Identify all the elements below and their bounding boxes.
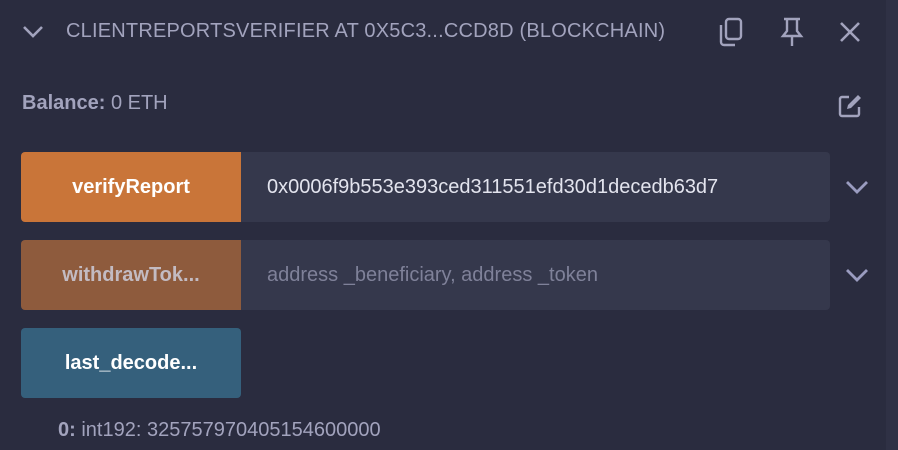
call-output: 0: int192: 325757970405154600000	[58, 419, 381, 442]
pin-icon[interactable]	[775, 14, 809, 50]
close-icon[interactable]	[833, 14, 867, 50]
chevron-down-icon[interactable]	[840, 170, 874, 204]
withdraw-token-input[interactable]: address _beneficiary, address _token	[241, 240, 830, 310]
function-row-verify-report: verifyReport 0x0006f9b553e393ced311551ef…	[21, 152, 830, 222]
contract-title: CLIENTREPORTSVERIFIER AT 0X5C3...CCD8D (…	[66, 20, 666, 42]
balance: Balance: 0 ETH	[22, 92, 168, 115]
withdraw-token-button[interactable]: withdrawTok...	[21, 240, 241, 310]
output-type: int192:	[81, 419, 142, 441]
output-index: 0:	[58, 419, 76, 441]
chevron-down-icon	[20, 14, 46, 50]
chevron-down-icon[interactable]	[840, 258, 874, 292]
balance-value: 0 ETH	[110, 92, 168, 114]
last-decoded-button[interactable]: last_decode...	[21, 328, 241, 398]
scrollbar-track[interactable]	[886, 0, 898, 450]
output-value: 325757970405154600000	[146, 419, 381, 441]
function-row-last-decoded: last_decode...	[21, 328, 241, 398]
edit-icon[interactable]	[833, 88, 867, 124]
collapse-toggle[interactable]	[20, 14, 46, 50]
verify-report-button[interactable]: verifyReport	[21, 152, 241, 222]
verify-report-input[interactable]: 0x0006f9b553e393ced311551efd30d1decedb63…	[241, 152, 830, 222]
function-row-withdraw-token: withdrawTok... address _beneficiary, add…	[21, 240, 830, 310]
copy-icon[interactable]	[714, 14, 748, 50]
balance-label: Balance:	[22, 92, 106, 114]
